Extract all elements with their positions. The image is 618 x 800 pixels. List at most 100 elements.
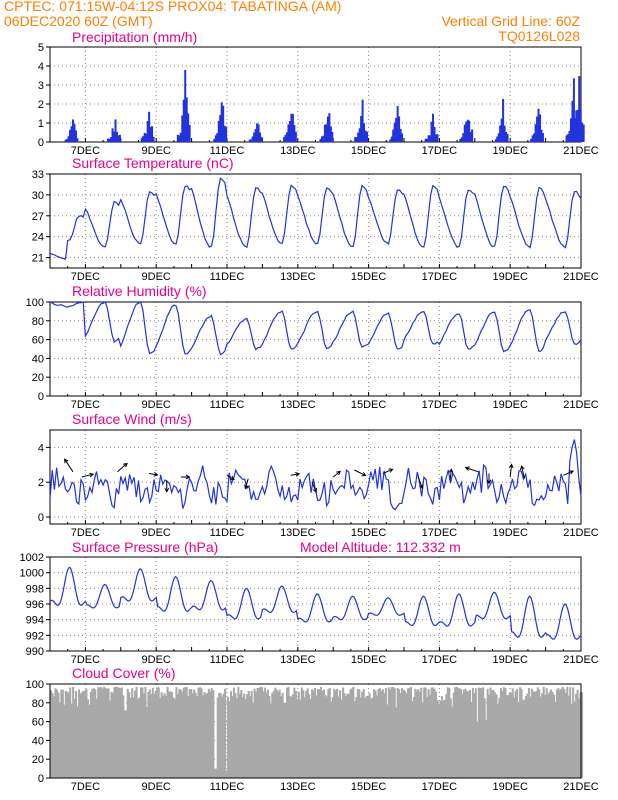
cloud-bar <box>440 696 443 778</box>
cloud-bar <box>495 694 498 778</box>
cloud-bar <box>275 689 278 778</box>
cloud-bar <box>527 687 530 778</box>
cloud-bar <box>545 688 548 778</box>
precip-bar <box>354 136 357 142</box>
cloud-bar <box>321 690 324 778</box>
cloud-bar <box>560 688 563 778</box>
precip-bar <box>390 136 393 142</box>
cloud-bar <box>58 702 61 778</box>
precip-bar <box>185 97 188 142</box>
temp-frame <box>49 173 582 269</box>
cloud-x-tick-label: 11DEC <box>210 781 245 793</box>
precip-bar <box>69 129 72 142</box>
cloud-bar <box>113 687 116 778</box>
precip-bar <box>466 119 469 142</box>
cloud-bar <box>219 693 222 778</box>
wind-title: Surface Wind (m/s) <box>72 411 192 427</box>
cloud-bar <box>128 692 131 778</box>
precip-bar <box>505 131 508 142</box>
cloud-bar <box>259 686 262 778</box>
cloud-bar <box>57 692 60 778</box>
precip-bar <box>114 119 117 142</box>
precipitation-title: Precipitation (mm/h) <box>72 29 197 45</box>
cloud-bar <box>95 698 98 778</box>
cloud-y-tick-label: 80 <box>32 698 44 710</box>
precip-bar <box>567 134 570 142</box>
cloud-bar <box>510 692 513 778</box>
cloud-bar <box>277 691 280 778</box>
precip-bar <box>393 122 396 142</box>
cloud-bar <box>519 687 522 778</box>
precip-bar <box>248 139 251 142</box>
cloud-bar <box>542 686 545 778</box>
cloud-bar <box>533 692 536 778</box>
cloud-bar <box>203 691 206 778</box>
cloud-bar <box>269 704 272 778</box>
cloud-bar <box>63 704 66 778</box>
cloud-bar <box>179 689 182 778</box>
cloud-bar <box>467 691 470 778</box>
cloud-bar <box>241 696 244 778</box>
cloud-bar <box>237 687 240 778</box>
precip-bar <box>188 124 191 142</box>
precip-bar <box>70 126 73 142</box>
humidity-panel: Relative Humidity (%) 7DEC 9DEC 11DEC 13DEC… <box>26 283 599 411</box>
precip-bar <box>578 76 581 142</box>
cloud-bar <box>274 687 277 778</box>
cloud-bar <box>327 689 330 778</box>
wind-arrow <box>563 470 575 476</box>
cloud-bar <box>107 688 110 778</box>
cloud-bar <box>148 689 151 778</box>
cloud-bar <box>318 689 321 778</box>
cloud-bar <box>526 693 529 778</box>
cloud-bar <box>460 689 463 778</box>
cloud-bar <box>129 697 132 778</box>
cloud-y-tick-label: 20 <box>32 754 44 766</box>
precip-bar <box>471 129 474 142</box>
cloud-bar <box>319 686 322 778</box>
cloud-bar <box>532 691 535 778</box>
cloud-bar <box>333 688 336 778</box>
cloud-bar <box>126 688 129 778</box>
precip-bar <box>531 135 534 142</box>
cloud-bar <box>504 688 507 778</box>
cloud-bar <box>324 694 327 778</box>
cloud-bar <box>477 687 480 778</box>
wind-arrow <box>149 472 159 477</box>
cloud-bar <box>390 687 393 778</box>
cloud-bar <box>194 692 197 778</box>
cloud-bar <box>64 690 67 778</box>
precip-bar <box>176 134 179 142</box>
cloud-bar <box>85 688 88 778</box>
wind-frame <box>49 429 582 525</box>
cloud-bar <box>135 686 138 778</box>
cloud-bar <box>265 692 268 778</box>
cloud-bar <box>300 687 303 778</box>
wind-arrow <box>164 480 170 493</box>
precip-bar <box>389 139 392 142</box>
wind-x-tick-label: 17DEC <box>422 527 458 539</box>
temp-y-tick-label: 24 <box>32 232 44 244</box>
precip-x-tick-label: 19DEC <box>492 145 528 157</box>
precip-bar <box>572 78 575 142</box>
wind-arrow <box>332 470 342 478</box>
precip-bar <box>465 121 468 142</box>
precip-bar <box>398 116 401 142</box>
cloud-bar <box>249 696 252 778</box>
cloud-bar <box>78 689 81 778</box>
precip-bar <box>569 118 572 142</box>
precip-bar <box>151 126 154 142</box>
cloud-bar <box>94 689 97 778</box>
precip-bar <box>329 126 332 142</box>
precip-bar <box>460 137 463 142</box>
rh-x-tick-label: 9DEC <box>142 399 171 411</box>
temp-x-tick-label: 17DEC <box>422 271 458 283</box>
cloud-bar <box>334 690 337 778</box>
cloud-bar <box>356 689 359 778</box>
cloud-bar <box>529 696 532 778</box>
rh-x-tick-label: 11DEC <box>210 399 245 411</box>
precip-bar <box>216 133 219 142</box>
cloud-bar <box>144 686 147 778</box>
wind-arrow <box>311 482 317 493</box>
cloud-bar <box>486 688 489 778</box>
